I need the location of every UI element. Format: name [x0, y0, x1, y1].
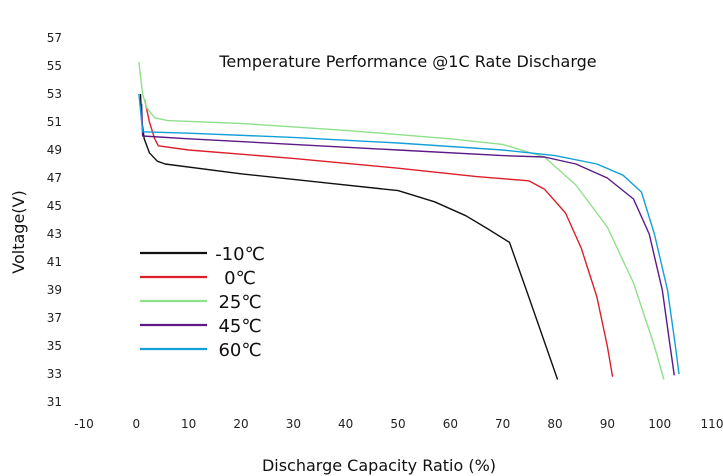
x-tick-label: 90 [600, 417, 615, 431]
series-line-3 [140, 103, 675, 376]
series-line-0 [139, 93, 559, 380]
x-tick-label: 0 [133, 417, 141, 431]
y-axis-label: Voltage(V) [9, 190, 28, 273]
y-tick-label: 57 [47, 31, 62, 45]
y-tick-label: 49 [47, 143, 62, 157]
x-tick-label: 80 [547, 417, 562, 431]
x-tick-label: 10 [181, 417, 196, 431]
x-tick-label: 20 [233, 417, 248, 431]
y-tick-label: 31 [47, 395, 62, 409]
x-axis-label: Discharge Capacity Ratio (%) [262, 456, 496, 475]
y-tick-label: 37 [47, 311, 62, 325]
legend-label: 45℃ [218, 316, 261, 337]
legend: -10℃ 0℃ 25℃ 45℃ 60℃ [140, 244, 265, 361]
y-tick-label: 55 [47, 59, 62, 73]
series-line-1 [144, 99, 614, 377]
x-axis-ticks: -10 0 10 20 30 40 50 60 70 80 90 100 110 [74, 417, 723, 431]
y-tick-label: 39 [47, 283, 62, 297]
legend-label: 60℃ [218, 340, 261, 361]
x-tick-label: 40 [338, 417, 353, 431]
y-tick-label: 41 [47, 255, 62, 269]
x-tick-label: -10 [74, 417, 94, 431]
y-tick-label: 51 [47, 115, 62, 129]
y-axis-ticks: 31 33 35 37 39 41 43 45 47 49 51 53 55 57 [47, 31, 62, 409]
legend-label: 0℃ [224, 268, 256, 289]
series-line-4 [138, 93, 680, 375]
legend-label: 25℃ [218, 292, 261, 313]
y-tick-label: 47 [47, 171, 62, 185]
y-tick-label: 33 [47, 367, 62, 381]
x-tick-label: 110 [701, 417, 723, 431]
plot-area [138, 61, 680, 380]
series-line-2 [138, 61, 665, 380]
x-tick-label: 30 [286, 417, 301, 431]
y-tick-label: 53 [47, 87, 62, 101]
x-tick-label: 60 [443, 417, 458, 431]
y-tick-label: 43 [47, 227, 62, 241]
chart-title: Temperature Performance @1C Rate Dischar… [218, 52, 596, 71]
x-tick-label: 50 [390, 417, 405, 431]
legend-label: -10℃ [215, 244, 265, 265]
y-tick-label: 35 [47, 339, 62, 353]
y-tick-label: 45 [47, 199, 62, 213]
x-tick-label: 70 [495, 417, 510, 431]
x-tick-label: 100 [648, 417, 671, 431]
